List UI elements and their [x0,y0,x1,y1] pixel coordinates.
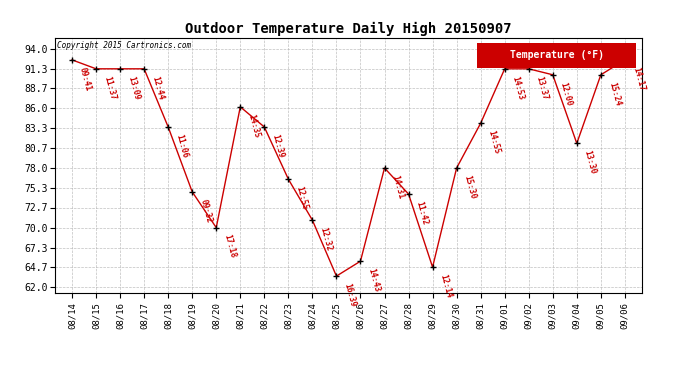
Text: 16:39: 16:39 [342,282,357,308]
Text: 12:39: 12:39 [270,133,286,159]
Text: 14:17: 14:17 [631,66,646,92]
Text: 15:24: 15:24 [607,81,622,106]
Title: Outdoor Temperature Daily High 20150907: Outdoor Temperature Daily High 20150907 [185,22,512,36]
Text: 11:06: 11:06 [174,133,189,159]
Text: 12:32: 12:32 [318,226,333,252]
Text: 14:43: 14:43 [366,267,382,293]
Text: 14:31: 14:31 [391,174,406,200]
Text: 14:55: 14:55 [486,129,502,155]
Text: 15:30: 15:30 [462,174,477,200]
Text: 13:37: 13:37 [535,75,550,100]
Text: 11:37: 11:37 [102,75,117,100]
Text: 12:00: 12:00 [559,81,574,106]
Text: 17:18: 17:18 [222,234,237,260]
Text: Copyright 2015 Cartronics.com: Copyright 2015 Cartronics.com [57,41,191,50]
Text: 09:41: 09:41 [78,66,93,92]
Text: 12:55: 12:55 [295,185,309,211]
Text: 14:53: 14:53 [511,75,526,100]
Text: 09:32: 09:32 [198,198,213,223]
Text: 14:35: 14:35 [246,113,262,139]
Text: 12:14: 12:14 [439,273,453,299]
Text: 13:30: 13:30 [583,149,598,175]
Text: 13:09: 13:09 [126,75,141,100]
Text: 11:42: 11:42 [415,200,430,226]
Text: 12:44: 12:44 [150,75,165,100]
